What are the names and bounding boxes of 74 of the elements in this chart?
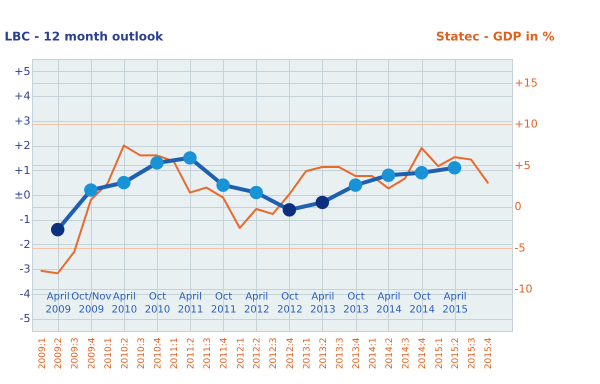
x-tick-label: 2009:3: [70, 338, 81, 370]
x2-tick-label: April 2009: [45, 292, 71, 316]
y-tick-label: +1: [14, 164, 30, 177]
y-tick-label: -4: [20, 287, 30, 300]
x-tick-label: 2010:2: [120, 338, 130, 370]
x-tick-label: 2015:3: [468, 338, 478, 370]
point: [316, 196, 330, 210]
x-tick-label: 2015:4: [484, 337, 494, 370]
point: [150, 156, 164, 170]
x2-tick-label: April 2010: [112, 292, 138, 316]
y-tick-label: +5: [14, 64, 30, 78]
y2-tick-label: 0: [514, 200, 522, 214]
y2-tick-label: -5: [514, 241, 526, 254]
x2-tick-label: Oct 2011: [210, 292, 236, 316]
x-tick-label: 2012:2: [252, 338, 263, 370]
point: [117, 176, 131, 190]
y-tick-label: +4: [14, 90, 30, 103]
y-tick-label: -1: [20, 213, 30, 226]
point: [414, 166, 428, 180]
x-tick-label: 2011:3: [202, 338, 213, 370]
x-tick-label: 2014:1: [368, 338, 379, 370]
x-tick-label: 2013:1: [302, 338, 313, 370]
x-tick-label: 2011:4: [220, 337, 230, 370]
y-tick-label: -3: [20, 262, 30, 276]
x-tick-label: 2010:3: [136, 338, 147, 370]
x-tick-label: 2010:1: [104, 338, 114, 370]
x-tick-label: 2012:3: [269, 338, 280, 370]
x2-tick-label: Oct 2012: [277, 292, 303, 316]
x2-tick-label: April 2014: [376, 292, 402, 316]
x2-tick-label: Oct/Nov 2009: [71, 292, 112, 316]
x-tick-label: 2009:1: [38, 338, 48, 370]
y2-axis-title: Statec - GDP in %: [436, 30, 554, 44]
x-tick-label: 2014:3: [401, 338, 412, 370]
y-tick-label: -2: [20, 238, 30, 251]
line-series: [40, 144, 489, 274]
point: [250, 186, 263, 200]
y2-tick-label: +5: [514, 158, 531, 172]
point: [183, 151, 197, 165]
x-tick-label: 2014:4: [418, 337, 428, 370]
x2-tick-label: Oct 2013: [343, 292, 369, 316]
x2-tick-label: April 2015: [442, 292, 468, 316]
x2-tick-label: April 2011: [178, 292, 204, 316]
point: [216, 178, 230, 192]
x2-tick-label: April 2012: [244, 292, 270, 316]
x-tick-label: 2014:2: [384, 338, 395, 370]
y-tick-label: +2: [14, 139, 30, 152]
x-tick-label: 2011:1: [170, 338, 180, 370]
y2-tick-label: +10: [514, 118, 538, 131]
point: [282, 203, 296, 217]
y-axis-title: LBC - 12 month outlook: [4, 30, 164, 44]
x-tick-label: 2013:2: [318, 338, 329, 370]
y-tick-label: -5: [20, 312, 30, 326]
point: [84, 183, 98, 197]
x-tick-label: 2009:4: [87, 337, 98, 370]
x-tick-label: 2015:1: [434, 338, 445, 370]
x-tick-label: 2013:4: [352, 337, 362, 370]
x-tick-label: 2012:1: [236, 338, 246, 370]
x-tick-label: 2011:2: [186, 338, 196, 370]
y-tick-label: ±0: [14, 188, 30, 202]
y-tick-label: +3: [14, 114, 30, 128]
point: [448, 161, 462, 174]
x-tick-label: 2009:2: [54, 338, 64, 370]
y2-tick-label: -10: [514, 282, 532, 296]
point: [51, 222, 64, 236]
point: [382, 168, 396, 182]
x2-tick-label: Oct 2010: [144, 292, 170, 316]
x2-tick-label: April 2013: [310, 292, 336, 316]
x-tick-label: 2015:2: [451, 338, 462, 370]
x-tick-label: 2010:4: [153, 337, 164, 370]
x2-tick-label: Oct 2014: [409, 292, 435, 316]
y2-tick-label: +15: [514, 76, 538, 90]
x-tick-label: 2013:3: [335, 338, 346, 370]
x-tick-label: 2012:4: [286, 337, 296, 370]
point: [348, 178, 362, 192]
